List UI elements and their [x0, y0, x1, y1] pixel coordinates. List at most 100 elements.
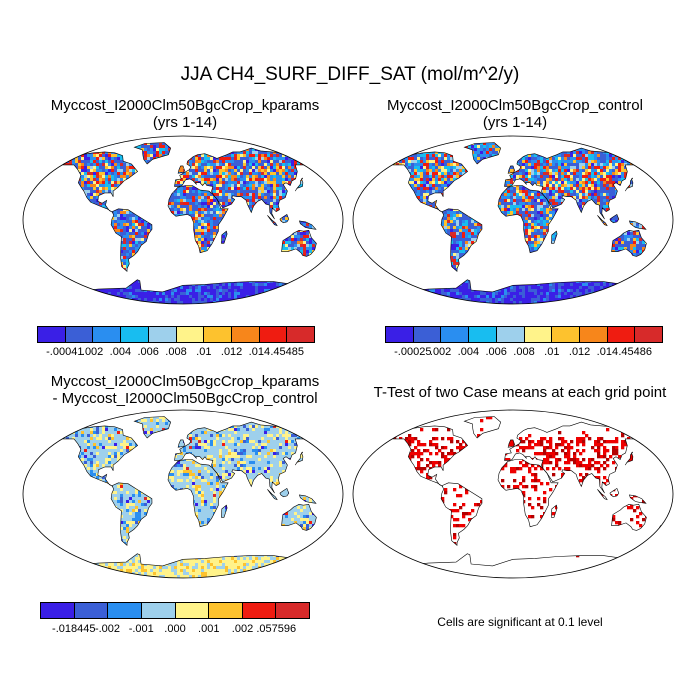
grid-cell — [312, 133, 315, 136]
grid-cell — [141, 229, 145, 233]
grid-cell — [21, 244, 24, 247]
grid-cell — [318, 166, 322, 170]
grid-cell — [228, 187, 232, 191]
grid-cell — [222, 133, 225, 136]
grid-cell — [246, 175, 250, 179]
grid-cell — [39, 163, 42, 166]
grid-cell — [336, 175, 339, 178]
grid-cell — [252, 163, 256, 167]
grid-cell — [153, 133, 156, 136]
grid-cell — [18, 235, 21, 238]
grid-cell — [117, 181, 121, 185]
grid-cell — [219, 163, 223, 167]
grid-cell — [255, 169, 259, 173]
grid-cell — [123, 232, 127, 236]
grid-cell — [243, 175, 247, 179]
grid-cell — [18, 178, 21, 181]
grid-cell — [33, 265, 36, 268]
grid-cell — [48, 160, 51, 163]
grid-cell — [66, 157, 70, 161]
grid-cell — [120, 211, 124, 215]
grid-cell — [114, 211, 118, 215]
grid-cell — [339, 136, 342, 139]
grid-cell — [249, 184, 253, 188]
grid-cell — [87, 169, 91, 173]
grid-cell — [186, 208, 190, 212]
grid-cell — [24, 175, 27, 178]
grid-cell — [201, 208, 205, 212]
grid-cell — [150, 130, 153, 133]
grid-cell — [192, 160, 196, 164]
grid-cell — [231, 133, 234, 136]
grid-cell — [93, 187, 97, 191]
grid-cell — [279, 133, 282, 136]
grid-cell — [249, 178, 253, 182]
grid-cell — [126, 166, 130, 170]
grid-cell — [288, 151, 292, 155]
grid-cell — [30, 259, 33, 262]
grid-cell — [324, 160, 328, 164]
grid-cell — [279, 136, 282, 139]
grid-cell — [57, 148, 61, 152]
grid-cell — [198, 160, 202, 164]
grid-cell — [333, 160, 335, 164]
grid-cell — [27, 148, 30, 151]
grid-cell — [321, 130, 324, 133]
grid-cell — [102, 187, 106, 191]
grid-cell — [240, 157, 244, 161]
grid-cell — [249, 151, 253, 155]
grid-cell — [300, 148, 304, 152]
grid-cell — [204, 217, 208, 221]
grid-cell — [63, 139, 66, 142]
grid-cell — [279, 130, 282, 133]
grid-cell — [192, 202, 196, 206]
grid-cell — [204, 157, 208, 161]
grid-cell — [285, 244, 289, 248]
grid-cell — [27, 187, 30, 190]
grid-cell — [273, 151, 277, 155]
grid-cell — [255, 181, 259, 185]
grid-cell — [69, 136, 72, 139]
grid-cell — [207, 244, 211, 248]
grid-cell — [246, 193, 250, 197]
grid-cell — [27, 172, 30, 175]
grid-cell — [312, 142, 316, 146]
grid-cell — [129, 217, 133, 221]
grid-cell — [276, 163, 280, 167]
grid-cell — [183, 199, 187, 203]
grid-cell — [210, 241, 214, 245]
grid-cell — [102, 160, 106, 164]
grid-cell — [252, 184, 256, 188]
grid-cell — [84, 130, 87, 133]
grid-cell — [81, 133, 84, 136]
grid-cell — [63, 154, 67, 158]
grid-cell — [258, 151, 262, 155]
grid-cell — [156, 154, 160, 158]
grid-cell — [204, 226, 208, 230]
grid-cell — [48, 148, 51, 151]
grid-cell — [195, 178, 199, 182]
grid-cell — [276, 193, 280, 197]
grid-cell — [93, 157, 97, 161]
grid-cell — [198, 133, 201, 136]
grid-cell — [243, 178, 247, 182]
grid-cell — [252, 196, 256, 200]
grid-cell — [285, 160, 289, 164]
grid-cell — [216, 205, 220, 209]
grid-cell — [150, 151, 154, 155]
grid-cell — [204, 241, 208, 245]
grid-cell — [24, 157, 27, 160]
grid-cell — [21, 265, 24, 268]
grid-cell — [246, 202, 250, 206]
grid-cell — [267, 133, 270, 136]
grid-cell — [18, 226, 21, 229]
figure-title: JJA CH4_SURF_DIFF_SAT (mol/m^2/y) — [0, 64, 700, 86]
grid-cell — [213, 181, 217, 185]
grid-cell — [243, 133, 246, 136]
grid-cell — [180, 181, 184, 185]
grid-cell — [96, 157, 100, 161]
grid-cell — [57, 160, 61, 164]
grid-cell — [216, 157, 220, 161]
grid-cell — [207, 133, 210, 136]
grid-cell — [87, 145, 91, 149]
